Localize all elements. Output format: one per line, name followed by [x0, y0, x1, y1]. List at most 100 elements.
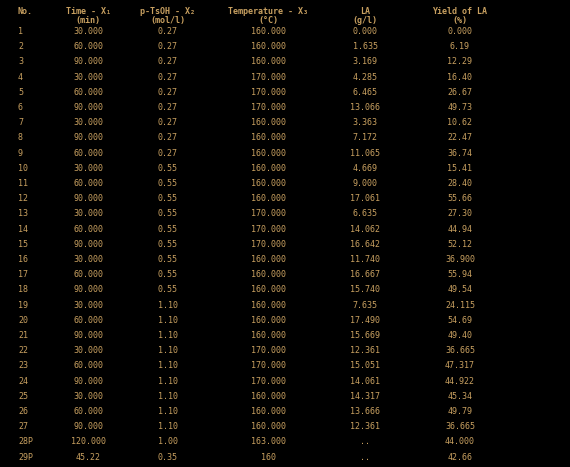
Text: LA: LA — [360, 7, 370, 16]
Text: 60.000: 60.000 — [73, 149, 103, 157]
Text: 6: 6 — [18, 103, 23, 112]
Text: Yield of LA: Yield of LA — [433, 7, 487, 16]
Text: 60.000: 60.000 — [73, 270, 103, 279]
Text: 160.000: 160.000 — [250, 301, 286, 310]
Text: 0.55: 0.55 — [158, 194, 178, 203]
Text: 30.000: 30.000 — [73, 118, 103, 127]
Text: (%): (%) — [453, 16, 467, 25]
Text: 13.066: 13.066 — [350, 103, 380, 112]
Text: 30.000: 30.000 — [73, 209, 103, 219]
Text: 54.69: 54.69 — [447, 316, 473, 325]
Text: 9.000: 9.000 — [352, 179, 377, 188]
Text: 17.490: 17.490 — [350, 316, 380, 325]
Text: 19: 19 — [18, 301, 28, 310]
Text: 17: 17 — [18, 270, 28, 279]
Text: 11.065: 11.065 — [350, 149, 380, 157]
Text: 30.000: 30.000 — [73, 346, 103, 355]
Text: 45.34: 45.34 — [447, 392, 473, 401]
Text: 120.000: 120.000 — [71, 438, 105, 446]
Text: 3.363: 3.363 — [352, 118, 377, 127]
Text: 0.55: 0.55 — [158, 164, 178, 173]
Text: 90.000: 90.000 — [73, 240, 103, 249]
Text: 160.000: 160.000 — [250, 316, 286, 325]
Text: 17.061: 17.061 — [350, 194, 380, 203]
Text: 0.55: 0.55 — [158, 285, 178, 294]
Text: 10.62: 10.62 — [447, 118, 473, 127]
Text: 47.317: 47.317 — [445, 361, 475, 370]
Text: 0.27: 0.27 — [158, 149, 178, 157]
Text: 160.000: 160.000 — [250, 149, 286, 157]
Text: 36.900: 36.900 — [445, 255, 475, 264]
Text: 15.669: 15.669 — [350, 331, 380, 340]
Text: 1.10: 1.10 — [158, 407, 178, 416]
Text: 15: 15 — [18, 240, 28, 249]
Text: 1.10: 1.10 — [158, 346, 178, 355]
Text: 160.000: 160.000 — [250, 164, 286, 173]
Text: 26: 26 — [18, 407, 28, 416]
Text: 12.361: 12.361 — [350, 422, 380, 431]
Text: 13: 13 — [18, 209, 28, 219]
Text: 10: 10 — [18, 164, 28, 173]
Text: Temperature - X₃: Temperature - X₃ — [228, 7, 308, 16]
Text: 30.000: 30.000 — [73, 72, 103, 82]
Text: 160.000: 160.000 — [250, 42, 286, 51]
Text: 170.000: 170.000 — [250, 225, 286, 234]
Text: 90.000: 90.000 — [73, 194, 103, 203]
Text: 170.000: 170.000 — [250, 240, 286, 249]
Text: 170.000: 170.000 — [250, 376, 286, 386]
Text: 4.285: 4.285 — [352, 72, 377, 82]
Text: 7.635: 7.635 — [352, 301, 377, 310]
Text: 36.665: 36.665 — [445, 346, 475, 355]
Text: 170.000: 170.000 — [250, 103, 286, 112]
Text: 45.22: 45.22 — [75, 453, 100, 461]
Text: 30.000: 30.000 — [73, 392, 103, 401]
Text: 16.642: 16.642 — [350, 240, 380, 249]
Text: 44.000: 44.000 — [445, 438, 475, 446]
Text: 49.79: 49.79 — [447, 407, 473, 416]
Text: 1: 1 — [18, 27, 23, 36]
Text: (°C): (°C) — [258, 16, 278, 25]
Text: 160.000: 160.000 — [250, 118, 286, 127]
Text: 160.000: 160.000 — [250, 57, 286, 66]
Text: 36.74: 36.74 — [447, 149, 473, 157]
Text: 11: 11 — [18, 179, 28, 188]
Text: 27: 27 — [18, 422, 28, 431]
Text: 1.10: 1.10 — [158, 392, 178, 401]
Text: 30.000: 30.000 — [73, 164, 103, 173]
Text: 0.55: 0.55 — [158, 209, 178, 219]
Text: p-TsOH - X₂: p-TsOH - X₂ — [140, 7, 196, 16]
Text: 1.10: 1.10 — [158, 422, 178, 431]
Text: 55.94: 55.94 — [447, 270, 473, 279]
Text: 60.000: 60.000 — [73, 42, 103, 51]
Text: 60.000: 60.000 — [73, 361, 103, 370]
Text: 1.10: 1.10 — [158, 361, 178, 370]
Text: 0.27: 0.27 — [158, 118, 178, 127]
Text: 52.12: 52.12 — [447, 240, 473, 249]
Text: 1.635: 1.635 — [352, 42, 377, 51]
Text: 30.000: 30.000 — [73, 255, 103, 264]
Text: 7.172: 7.172 — [352, 134, 377, 142]
Text: 160.000: 160.000 — [250, 392, 286, 401]
Text: 16.667: 16.667 — [350, 270, 380, 279]
Text: 0.27: 0.27 — [158, 103, 178, 112]
Text: 15.41: 15.41 — [447, 164, 473, 173]
Text: (min): (min) — [75, 16, 100, 25]
Text: 2: 2 — [18, 42, 23, 51]
Text: 0.000: 0.000 — [447, 27, 473, 36]
Text: 6.635: 6.635 — [352, 209, 377, 219]
Text: 11.740: 11.740 — [350, 255, 380, 264]
Text: 160.000: 160.000 — [250, 331, 286, 340]
Text: ..: .. — [360, 453, 370, 461]
Text: 22: 22 — [18, 346, 28, 355]
Text: 1.00: 1.00 — [158, 438, 178, 446]
Text: 90.000: 90.000 — [73, 376, 103, 386]
Text: 0.27: 0.27 — [158, 72, 178, 82]
Text: 0.000: 0.000 — [352, 27, 377, 36]
Text: 24.115: 24.115 — [445, 301, 475, 310]
Text: 44.922: 44.922 — [445, 376, 475, 386]
Text: 0.55: 0.55 — [158, 179, 178, 188]
Text: 55.66: 55.66 — [447, 194, 473, 203]
Text: 6.465: 6.465 — [352, 88, 377, 97]
Text: 30.000: 30.000 — [73, 301, 103, 310]
Text: 170.000: 170.000 — [250, 361, 286, 370]
